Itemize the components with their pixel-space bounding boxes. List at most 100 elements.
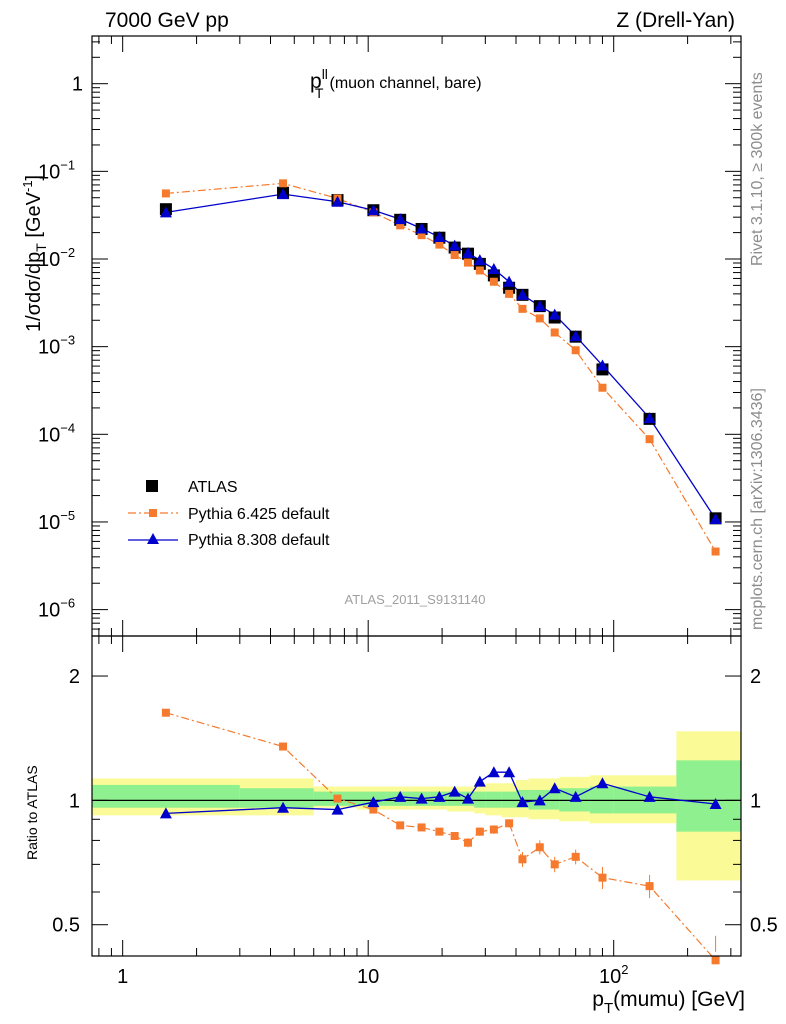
pythia8-point [569, 330, 582, 342]
ratio-point-pythia8 [461, 792, 474, 804]
ratio-point-pythia6 [435, 827, 444, 836]
y-tick-label: 10−3 [38, 333, 75, 359]
ratio-point-pythia8 [448, 785, 461, 797]
pythia6-point [598, 383, 607, 392]
ratio-point-pythia8 [473, 775, 486, 787]
legend-label-pythia8: Pythia 8.308 default [188, 532, 330, 549]
pythia8-point [709, 513, 722, 525]
pythia8-point [367, 204, 380, 216]
ratio-point-pythia8 [415, 792, 428, 804]
pythia6-point [161, 189, 170, 198]
pythia6-point [463, 258, 472, 267]
stat-uncertainty-band [549, 789, 560, 810]
pythia8-point [448, 239, 461, 251]
main-axes: 1 10−1 10−2 10−3 10−4 10−5 10−6 [38, 36, 741, 637]
plot-title: pll T (muon channel, bare) [310, 66, 482, 101]
ratio-point-pythia6 [333, 794, 342, 803]
plot-title-sub: T [315, 85, 324, 101]
pythia6-point [550, 328, 559, 337]
pythia6-point [571, 346, 580, 355]
ratio-point-pythia8 [487, 766, 500, 778]
y-tick-label: 10−6 [38, 596, 75, 622]
x-tick-label: 10 [357, 966, 379, 988]
ratio-panel: 0.5 0.5 1 1 2 2 1 10 102 Ratio to ATLAS pT(mumu)… [24, 635, 778, 1017]
ratio-line-pythia6 [165, 712, 717, 961]
pythia6-point [396, 221, 405, 230]
ratio-point-pythia8 [569, 790, 582, 802]
pythia8-point [277, 188, 290, 200]
main-ylabel: 1/σdσ/dpT [GeV-1] [20, 175, 49, 332]
ratio-y-tick-label-right: 2 [750, 666, 761, 688]
ratio-y-tick-label-right: 1 [750, 790, 761, 812]
ratio-point-pythia6 [535, 843, 544, 852]
ratio-point-pythia6 [161, 708, 170, 717]
x-tick-label: 1 [117, 966, 128, 988]
pythia8-point [516, 288, 529, 300]
pythia8-point [643, 412, 656, 424]
pythia8-point [473, 254, 486, 266]
ratio-ylabel: Ratio to ATLAS [24, 765, 40, 860]
ratio-y-tick-label: 0.5 [52, 915, 80, 937]
ratio-point-pythia6 [598, 873, 607, 882]
ratio-plot-area [92, 708, 741, 965]
pythia8-point [433, 231, 446, 243]
header-right: Z (Drell-Yan) [616, 9, 735, 32]
ratio-point-pythia8 [516, 796, 529, 808]
x-tick-label: 102 [599, 962, 628, 988]
legend-label-atlas: ATLAS [188, 479, 238, 496]
mcplots-label: mcplots.cern.ch [arXiv:1306.3436] [749, 388, 766, 630]
ratio-point-pythia8 [331, 803, 344, 815]
analysis-id: ATLAS_2011_S9131140 [345, 592, 486, 607]
main-panel: 1 10−1 10−2 10−3 10−4 10−5 10−6 pll T (muon chan… [20, 35, 742, 637]
legend-marker-pythia8 [147, 533, 159, 544]
pythia8-point [331, 195, 344, 207]
ratio-point-pythia8 [533, 794, 546, 806]
pythia6-point [435, 240, 444, 249]
ratio-point-pythia8 [709, 798, 722, 810]
stat-uncertainty-band [676, 760, 741, 832]
legend: ATLAS Pythia 6.425 default Pythia 8.308 … [128, 479, 330, 549]
ratio-point-pythia6 [518, 855, 527, 864]
ratio-point-pythia8 [433, 790, 446, 802]
ratio-point-pythia8 [159, 807, 172, 819]
xlabel-main: p [592, 988, 604, 1011]
ratio-point-pythia6 [645, 882, 654, 891]
ratio-point-pythia6 [711, 956, 720, 965]
rivet-label: Rivet 3.1.10, ≥ 300k events [749, 72, 766, 266]
pythia8-point [503, 275, 516, 287]
ratio-point-pythia6 [571, 852, 580, 861]
plot-title-main: p [310, 70, 322, 93]
ratio-point-pythia6 [279, 742, 288, 751]
ratio-point-pythia8 [596, 777, 609, 789]
pythia6-point [279, 179, 288, 188]
atlas-point [503, 281, 516, 294]
y-tick-label: 10−5 [38, 508, 75, 534]
pythia6-point [505, 289, 514, 298]
ratio-point-pythia6 [505, 819, 514, 828]
stat-uncertainty-band [474, 791, 486, 808]
ratio-point-pythia6 [396, 821, 405, 830]
ratio-point-pythia8 [503, 766, 516, 778]
ratio-y-tick-label: 2 [69, 666, 80, 688]
pythia8-point [596, 359, 609, 371]
pythia8-point [415, 222, 428, 234]
pythia6-point [450, 251, 459, 260]
y-tick-label: 10−1 [38, 157, 75, 183]
stat-uncertainty-band [501, 791, 516, 808]
plot-title-rest: (muon channel, bare) [329, 75, 481, 92]
header-left: 7000 GeV pp [105, 9, 229, 32]
pythia8-point [548, 308, 561, 320]
ratio-point-pythia8 [643, 790, 656, 802]
stat-uncertainty-band [92, 784, 240, 808]
plot-title-sup: ll [322, 66, 328, 82]
stat-uncertainty-band [239, 788, 314, 808]
pythia6-point [489, 277, 498, 286]
pythia6-point [535, 314, 544, 323]
ratio-y-tick-label-right: 0.5 [750, 915, 778, 937]
pythia8-point [159, 206, 172, 218]
ratio-point-pythia6 [417, 823, 426, 832]
ratio-point-pythia6 [550, 860, 559, 869]
pythia6-point [645, 435, 654, 444]
pythia8-point [461, 247, 474, 259]
pythia8-point [394, 213, 407, 225]
